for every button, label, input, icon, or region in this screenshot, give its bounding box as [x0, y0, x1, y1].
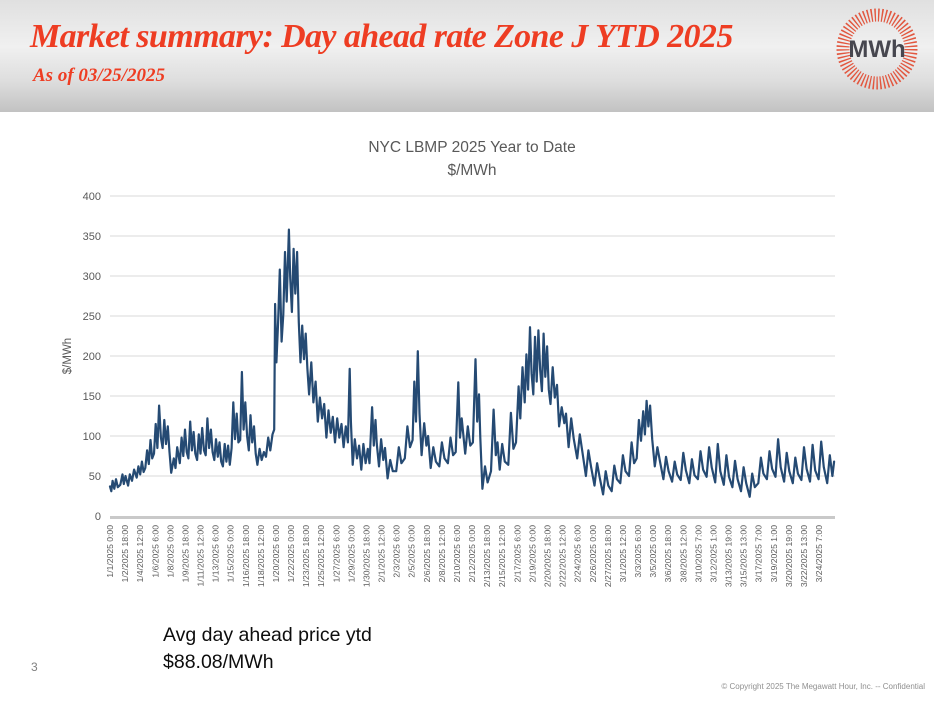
- page-title: Market summary: Day ahead rate Zone J YT…: [30, 18, 733, 55]
- logo-ring: [836, 8, 918, 90]
- x-tick-label: 1/25/2025 12:00: [316, 525, 326, 587]
- x-tick-label: 3/5/2025 0:00: [648, 525, 658, 578]
- average-price-label: Avg day ahead price ytd: [163, 624, 372, 646]
- chart-title: NYC LBMP 2025 Year to Date: [368, 139, 575, 156]
- price-line-series: [108, 228, 836, 498]
- x-tick-label: 2/19/2025 0:00: [527, 525, 537, 583]
- x-tick-label: 3/15/2025 13:00: [739, 525, 749, 587]
- y-tick-label: 0: [95, 511, 101, 523]
- x-tick-label: 1/9/2025 18:00: [180, 525, 190, 583]
- x-tick-label: 1/8/2025 0:00: [165, 525, 175, 578]
- copyright-notice: © Copyright 2025 The Megawatt Hour, Inc.…: [721, 682, 925, 691]
- x-tick-label: 2/5/2025 0:00: [407, 525, 417, 578]
- y-tick-label: 250: [83, 311, 101, 323]
- x-tick-label: 1/16/2025 18:00: [241, 525, 251, 587]
- x-tick-label: 1/13/2025 6:00: [211, 525, 221, 583]
- average-price-value: $88.08/MWh: [163, 651, 274, 673]
- x-tick-label: 2/13/2025 18:00: [482, 525, 492, 587]
- chart-area: NYC LBMP 2025 Year to Date $/MWh $/MWh 0…: [0, 125, 934, 630]
- x-tick-label: 3/20/2025 19:00: [784, 525, 794, 587]
- mwh-logo-icon: MWh: [836, 8, 918, 90]
- x-tick-label: 2/15/2025 12:00: [497, 525, 507, 587]
- x-tick-label: 2/22/2025 12:00: [558, 525, 568, 587]
- x-tick-label: 3/19/2025 1:00: [769, 525, 779, 583]
- y-tick-label: 400: [83, 191, 101, 203]
- price-chart: NYC LBMP 2025 Year to Date $/MWh $/MWh 0…: [62, 139, 836, 587]
- page-number: 3: [31, 660, 38, 674]
- x-tick-label: 1/30/2025 18:00: [361, 525, 371, 587]
- x-tick-label: 1/23/2025 18:00: [301, 525, 311, 587]
- x-tick-label: 2/12/2025 0:00: [467, 525, 477, 583]
- y-tick-label: 100: [83, 431, 101, 443]
- x-tick-label: 1/1/2025 0:00: [105, 525, 115, 578]
- x-tick-label: 3/13/2025 19:00: [724, 525, 734, 587]
- x-tick-label: 3/8/2025 12:00: [678, 525, 688, 583]
- logo-text: MWh: [848, 36, 905, 63]
- x-tick-label: 3/1/2025 12:00: [618, 525, 628, 583]
- x-tick-label: 3/12/2025 1:00: [708, 525, 718, 583]
- x-tick-label: 2/6/2025 18:00: [422, 525, 432, 583]
- x-tick-label: 1/22/2025 0:00: [286, 525, 296, 583]
- y-tick-label: 350: [83, 231, 101, 243]
- axis-tick-labels: 0 50 100 150 200 250 300 350 400 1/1/2025 0:00 1/2…: [83, 191, 824, 587]
- x-tick-label: 2/24/2025 6:00: [573, 525, 583, 583]
- x-tick-label: 3/24/2025 7:00: [814, 525, 824, 583]
- y-tick-label: 200: [83, 351, 101, 363]
- x-tick-label: 2/17/2025 6:00: [512, 525, 522, 583]
- y-tick-label: 300: [83, 271, 101, 283]
- x-tick-label: 3/22/2025 13:00: [799, 525, 809, 587]
- x-tick-label: 1/2/2025 18:00: [120, 525, 130, 583]
- x-tick-label: 2/1/2025 12:00: [377, 525, 387, 583]
- x-tick-label: 1/27/2025 6:00: [331, 525, 341, 583]
- y-axis-title: $/MWh: [62, 338, 74, 374]
- x-tick-label: 1/15/2025 0:00: [226, 525, 236, 583]
- x-tick-label: 1/11/2025 12:00: [196, 525, 206, 587]
- header-band: Market summary: Day ahead rate Zone J YT…: [0, 0, 934, 112]
- x-tick-label: 3/10/2025 7:00: [693, 525, 703, 583]
- x-tick-label: 1/18/2025 12:00: [256, 525, 266, 587]
- x-tick-label: 1/20/2025 6:00: [271, 525, 281, 583]
- x-tick-label: 3/3/2025 6:00: [633, 525, 643, 578]
- x-tick-label: 3/17/2025 7:00: [754, 525, 764, 583]
- x-tick-label: 2/10/2025 6:00: [452, 525, 462, 583]
- x-tick-label: 1/4/2025 12:00: [135, 525, 145, 583]
- x-tick-label: 2/20/2025 18:00: [543, 525, 553, 587]
- x-tick-label: 3/6/2025 18:00: [663, 525, 673, 583]
- x-tick-label: 1/29/2025 0:00: [346, 525, 356, 583]
- average-price-annotation: Avg day ahead price ytd $88.08/MWh: [163, 622, 372, 676]
- chart-subtitle: $/MWh: [447, 162, 496, 179]
- x-tick-label: 1/6/2025 6:00: [150, 525, 160, 578]
- x-tick-label: 2/27/2025 18:00: [603, 525, 613, 587]
- page-subtitle: As of 03/25/2025: [33, 65, 165, 86]
- x-tick-label: 2/8/2025 12:00: [437, 525, 447, 583]
- x-tick-label: 2/3/2025 6:00: [392, 525, 402, 578]
- y-tick-label: 150: [83, 391, 101, 403]
- y-tick-label: 50: [89, 471, 101, 483]
- x-tick-label: 2/26/2025 0:00: [588, 525, 598, 583]
